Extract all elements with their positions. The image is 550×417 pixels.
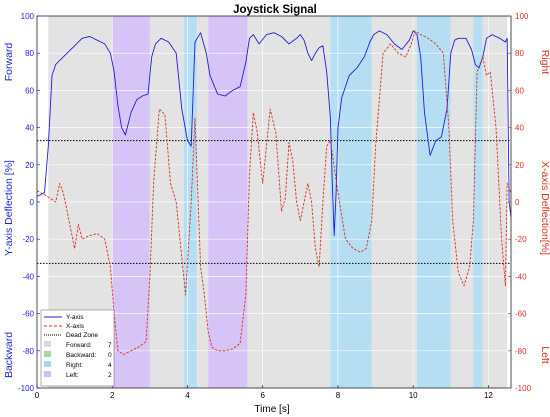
legend-count-right: 4	[108, 362, 112, 369]
legend-swatch-forward	[44, 341, 51, 347]
right-tick-label--80: -80	[515, 347, 527, 356]
right-tick-label--60: -60	[515, 310, 527, 319]
right-tick-label--100: -100	[515, 384, 532, 393]
right-tick-label-100: 100	[515, 12, 529, 21]
legend-label-x-axis: X-axis	[66, 323, 85, 330]
right-tick-label--20: -20	[515, 235, 527, 244]
x-tick-label-12: 12	[484, 391, 493, 400]
left-tick-label-60: 60	[25, 86, 34, 95]
series-line-y-axis	[36, 30, 512, 236]
right-axis-label: X-axis Deflection[%]	[539, 161, 550, 255]
legend-swatch-right	[44, 361, 51, 367]
x-tick-label-2: 2	[110, 391, 115, 400]
legend-label-dead-zone: Dead Zone	[66, 332, 99, 339]
left-tick-label-40: 40	[25, 124, 34, 133]
right-tick-label-20: 20	[515, 161, 524, 170]
left-tick-label-20: 20	[25, 161, 34, 170]
legend-label-right: Right:	[66, 362, 83, 369]
x-axis-ticks: 0 2 4 6 8 10 12	[35, 385, 493, 400]
right-tick-label-80: 80	[515, 49, 524, 58]
legend-label-y-axis: Y-axis	[66, 314, 84, 321]
x-tick-label-6: 6	[260, 391, 265, 400]
right-tick-label-40: 40	[515, 124, 524, 133]
x-tick-label-10: 10	[409, 391, 418, 400]
x-tick-label-0: 0	[35, 391, 40, 400]
right-tick-label-0: 0	[515, 198, 520, 207]
legend: Y-axis X-axis Dead Zone Forward: 7 Backw…	[40, 309, 115, 387]
left-top-label: Forward	[3, 43, 15, 82]
left-bottom-label: Backward	[3, 332, 15, 378]
legend-count-backward: 0	[108, 352, 112, 359]
legend-label-left: Left:	[66, 372, 79, 379]
legend-count-forward: 7	[108, 342, 112, 349]
right-tick-label-60: 60	[515, 86, 524, 95]
left-tick-label--80: -80	[22, 347, 34, 356]
left-tick-label-100: 100	[21, 12, 35, 21]
right-tick-label--40: -40	[515, 272, 527, 281]
dead-zone-lines	[37, 140, 511, 264]
x-tick-label-8: 8	[336, 391, 341, 400]
x-tick-label-4: 4	[185, 391, 190, 400]
left-tick-label--40: -40	[22, 272, 34, 281]
legend-box	[40, 309, 115, 387]
legend-swatch-left	[44, 371, 51, 377]
legend-label-backward: Backward:	[66, 352, 97, 359]
series-lines	[36, 30, 512, 355]
left-tick-label-80: 80	[25, 49, 34, 58]
right-top-label: Right	[539, 50, 550, 75]
legend-label-forward: Forward:	[66, 342, 92, 349]
chart-title: Joystick Signal	[233, 4, 317, 16]
left-tick-label--60: -60	[22, 310, 34, 319]
right-bottom-label: Left	[539, 346, 550, 364]
left-axis-label: Y-axis Deflection [%]	[3, 160, 15, 256]
legend-swatch-backward	[44, 351, 51, 357]
left-tick-label--100: -100	[18, 384, 35, 393]
left-tick-label--20: -20	[22, 235, 34, 244]
legend-count-left: 2	[108, 372, 112, 379]
x-axis-label: Time [s]	[254, 404, 289, 415]
left-tick-label-0: 0	[30, 198, 35, 207]
right-axis-ticks: -100 -80 -60 -40 -20 0 20 40 60 80 100	[508, 12, 532, 393]
series-line-x-axis	[36, 30, 512, 355]
left-axis-ticks: -100 -80 -60 -40 -20 0 20 40 60 80 100	[18, 12, 40, 393]
